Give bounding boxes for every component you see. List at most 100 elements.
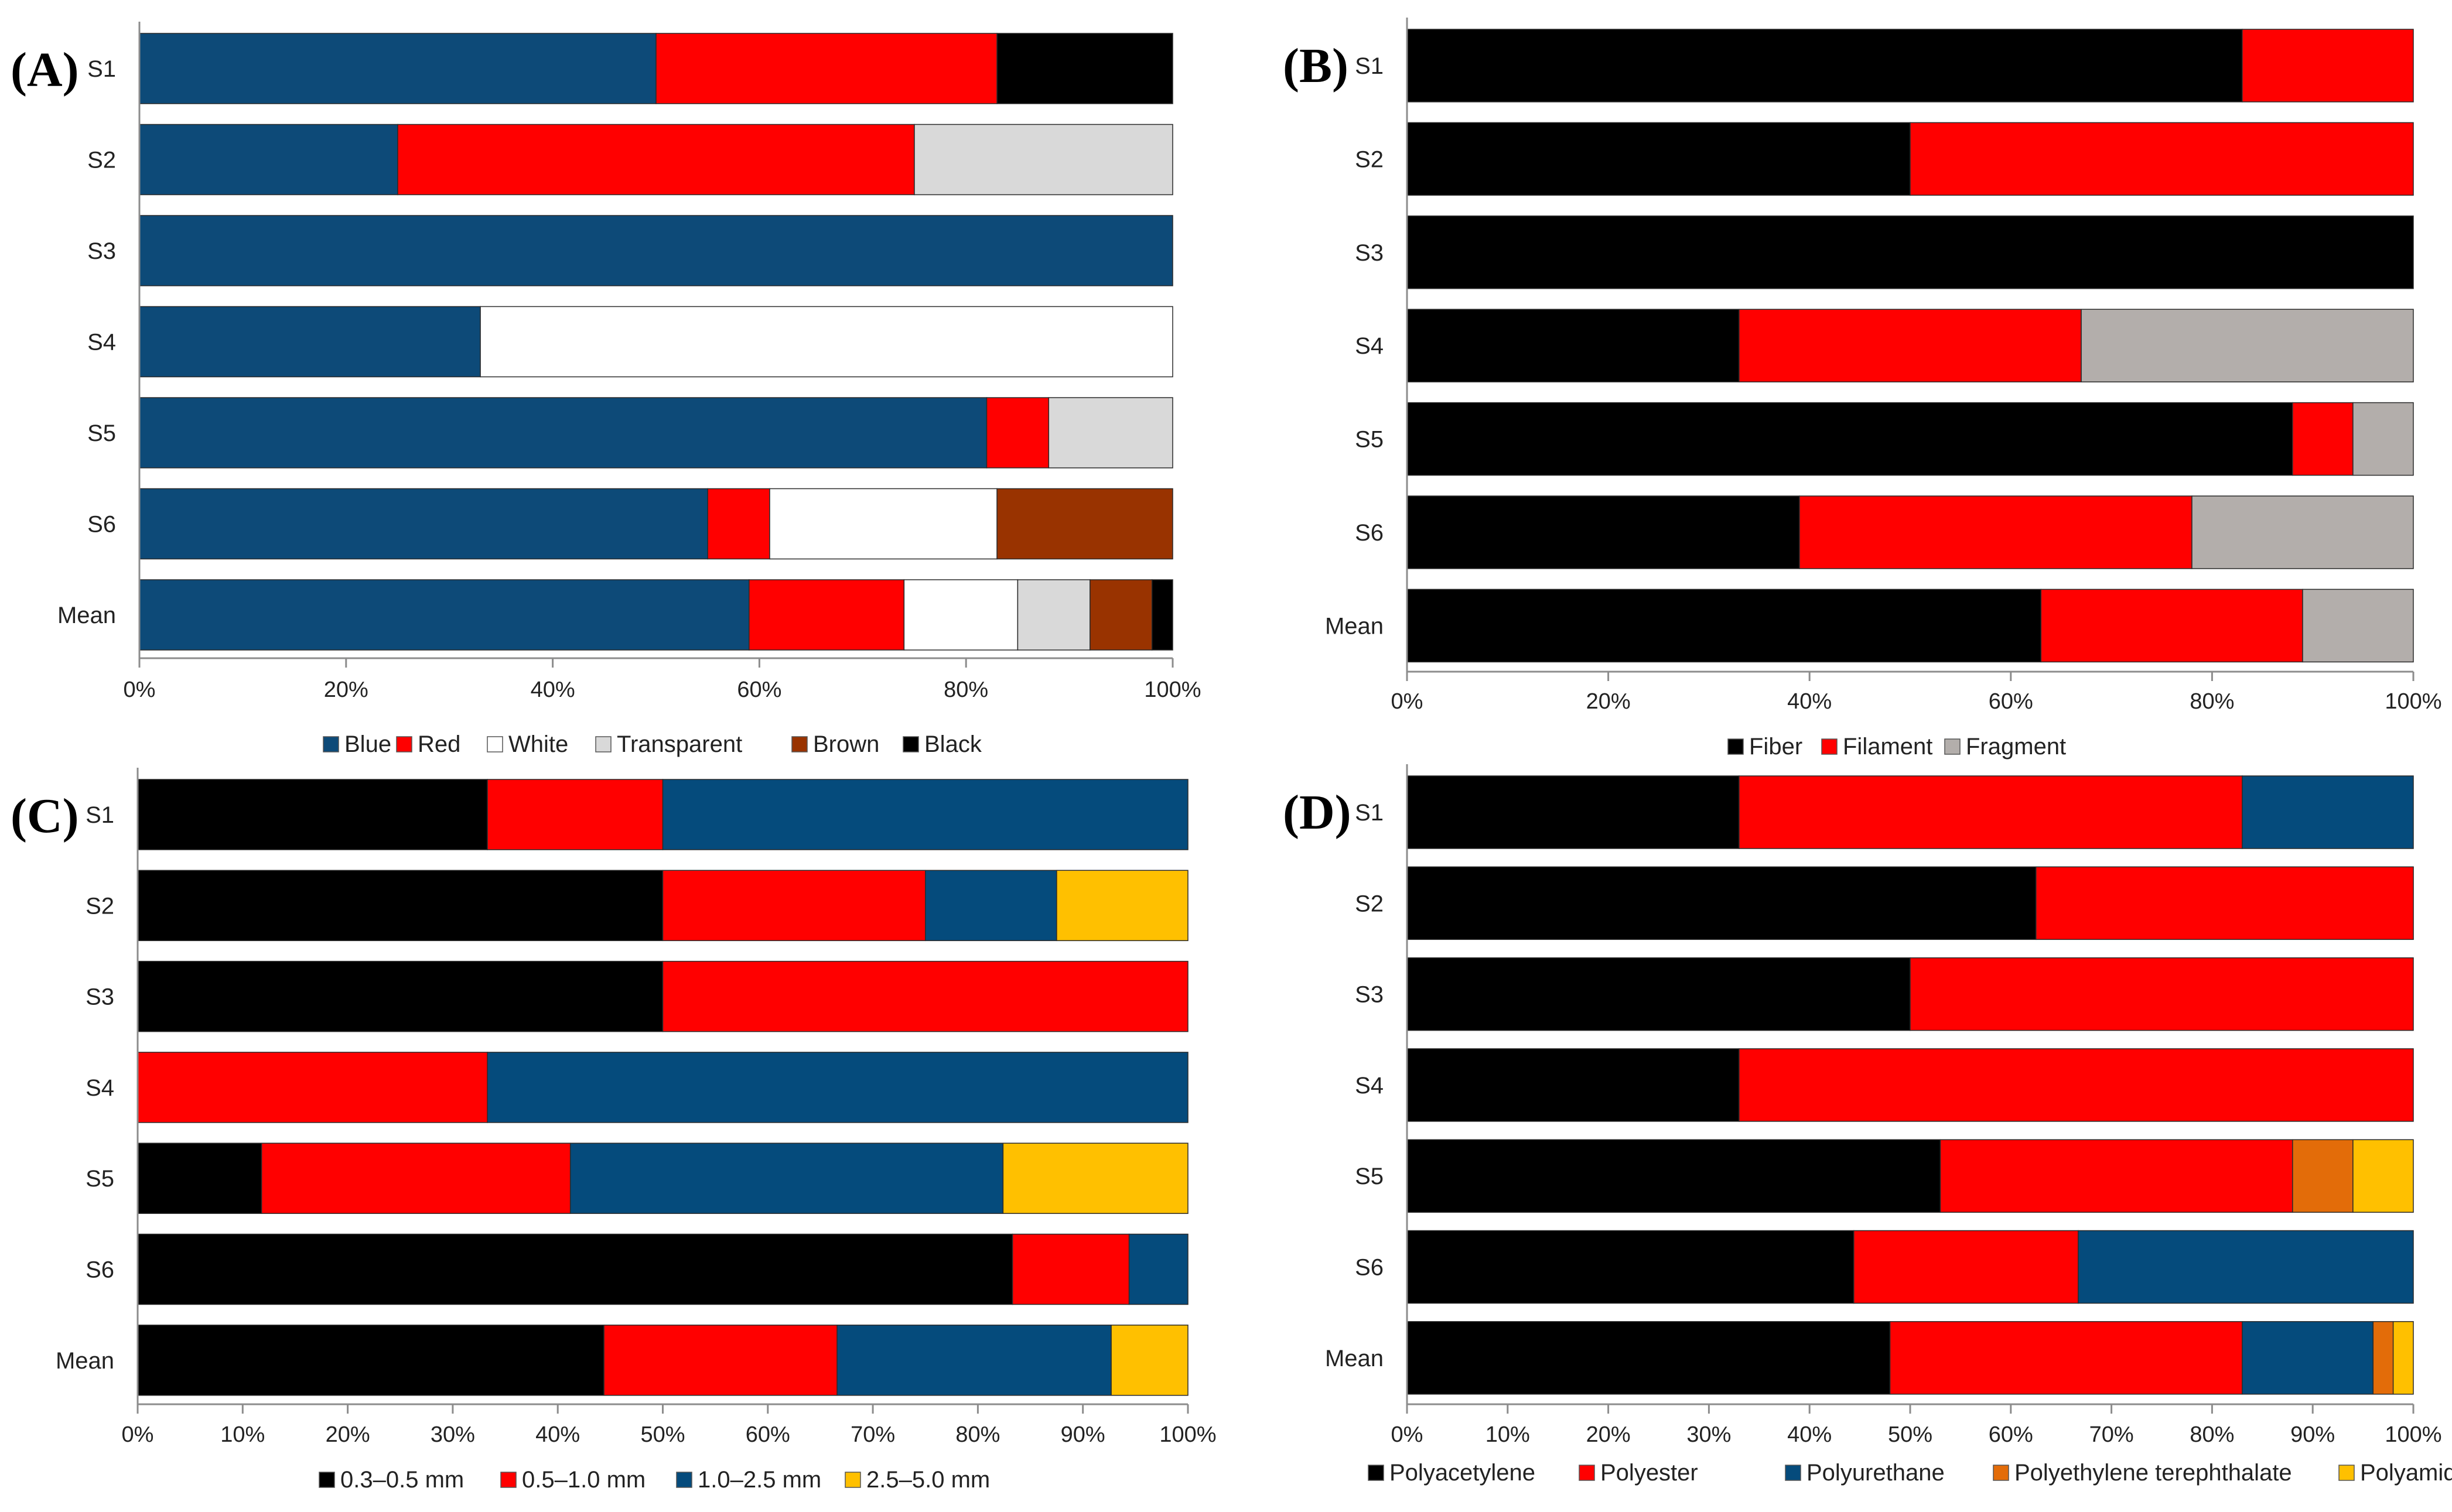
bar-segment-0-3-0-5-mm-mean (137, 1325, 605, 1396)
bar-segment-blue-s3 (139, 215, 1173, 286)
bar-segment-polyacetylene-mean (1406, 1321, 1891, 1395)
legend-swatch (2338, 1465, 2355, 1481)
bar-segment-1-0-2-5-mm-s4 (487, 1052, 1189, 1123)
bar-segment-polyacetylene-s5 (1406, 1139, 1941, 1213)
category-label: S2 (1355, 146, 1384, 172)
legend-label: Transparent (617, 731, 742, 757)
bar-segment-black-s1 (996, 33, 1173, 104)
bar-segment-transparent-s2 (914, 124, 1173, 196)
legend-label: 1.0–2.5 mm (698, 1467, 821, 1493)
bar-segment-blue-mean (139, 579, 750, 651)
x-tick-label: 40% (535, 1422, 580, 1447)
legend-swatch (319, 1472, 335, 1488)
category-label: S5 (87, 420, 116, 446)
bar-segment-transparent-mean (1017, 579, 1091, 651)
bar-segment-0-5-1-0-mm-s5 (261, 1142, 571, 1214)
bar-segment-fragment-mean (2302, 589, 2414, 663)
x-tick-label: 80% (955, 1422, 1000, 1447)
legend-swatch (1944, 738, 1961, 755)
bar-segment-polyester-mean (1889, 1321, 2243, 1395)
x-tick-label: 40% (1787, 689, 1832, 714)
x-tick-label: 80% (2190, 689, 2234, 714)
category-label: S2 (1355, 891, 1384, 916)
bar-segment-red-s5 (986, 397, 1050, 468)
x-tick-label: 60% (746, 1422, 790, 1447)
bar-segment-brown-mean (1090, 579, 1153, 651)
x-tick-label: 0% (122, 1422, 154, 1447)
legend-swatch (487, 736, 503, 752)
legend-label: Polyester (1600, 1460, 1698, 1486)
panel-b: S1 S2 S3 S4 S5 S6 Mean 0% 20% 40% 60% 80% 100% (B) Fib… (1283, 18, 2442, 760)
bar-segment-polyacetylene-s1 (1406, 775, 1740, 849)
x-tick-label: 0% (1391, 689, 1423, 714)
bar-segment-1-0-2-5-mm-s5 (569, 1142, 1004, 1214)
legend-label: Fiber (1749, 734, 1802, 760)
bar-segment-polyethylene-terephthalate-mean (2372, 1321, 2394, 1395)
category-label: S1 (86, 802, 114, 828)
bar-segment-polyurethane-s1 (2242, 775, 2414, 849)
category-label: S6 (87, 512, 116, 538)
x-tick-label: 20% (1586, 689, 1631, 714)
legend-swatch (1727, 738, 1744, 755)
bar-segment-polyacetylene-s2 (1406, 866, 2037, 940)
bar-segment-blue-s4 (139, 306, 481, 378)
x-tick-label: 40% (531, 678, 575, 702)
bar-segment-filament-s5 (2292, 402, 2354, 476)
x-tick-label: 0% (124, 678, 156, 702)
category-label: S3 (87, 238, 116, 264)
bar-segment-0-5-1-0-mm-mean (603, 1325, 838, 1396)
bar-segment-0-3-0-5-mm-s5 (137, 1142, 262, 1214)
x-tick-label: 100% (2385, 1422, 2441, 1447)
bar-segment-polyacetylene-s3 (1406, 957, 1911, 1031)
category-label: S1 (87, 56, 116, 82)
legend-swatch (676, 1472, 692, 1488)
bar-segment-fiber-s4 (1406, 309, 1740, 382)
panel-a: S1 S2 S3 S4 S5 S6 Mean 0% 20% 40% 60% 80% 100% (A) Blu… (11, 22, 1201, 757)
bar-segment-fragment-s5 (2352, 402, 2414, 476)
bar-segment-polyester-s2 (2036, 866, 2414, 940)
legend-swatch (1821, 738, 1838, 755)
bar-segment-red-s6 (707, 488, 770, 560)
x-tick-label: 50% (1888, 1422, 1932, 1447)
category-label: S3 (1355, 982, 1384, 1008)
bar-segment-0-5-1-0-mm-s4 (137, 1052, 488, 1123)
x-tick-label: 10% (220, 1422, 265, 1447)
legend-label: White (508, 731, 568, 757)
category-label: Mean (1325, 1346, 1384, 1371)
x-tick-label: 60% (1989, 689, 2033, 714)
bar-segment-0-5-1-0-mm-s1 (487, 779, 664, 850)
panel-label: (C) (11, 789, 79, 843)
bar-segment-transparent-s5 (1048, 397, 1173, 468)
category-label: S5 (1355, 1164, 1384, 1189)
bar-segment-filament-s6 (1799, 495, 2193, 569)
legend-label: Fragment (1966, 734, 2066, 760)
x-tick-label: 80% (944, 678, 988, 702)
category-label: S3 (86, 984, 114, 1010)
legend-swatch (1368, 1465, 1384, 1481)
bar-segment-black-mean (1151, 579, 1173, 651)
bar-segment-filament-s2 (1910, 122, 2414, 196)
legend-swatch (595, 736, 612, 752)
category-label: S3 (1355, 240, 1384, 266)
x-tick-label: 20% (324, 678, 368, 702)
bar-segment-filament-mean (2040, 589, 2303, 663)
legend-swatch (323, 736, 339, 752)
legend-swatch (791, 736, 808, 752)
bar-segment-polyester-s1 (1739, 775, 2243, 849)
legend-label: Black (924, 731, 982, 757)
panel-label: (D) (1283, 785, 1351, 840)
category-label: S2 (87, 148, 116, 173)
bar-segment-polyurethane-mean (2242, 1321, 2374, 1395)
x-tick-label: 20% (326, 1422, 370, 1447)
bar-segment-polyester-s6 (1853, 1230, 2079, 1304)
x-tick-label: 30% (431, 1422, 475, 1447)
category-label: S6 (1355, 1255, 1384, 1281)
x-tick-label: 20% (1586, 1422, 1631, 1447)
category-label: S1 (1355, 800, 1384, 826)
bar-segment-filament-s1 (2242, 29, 2414, 102)
bar-segment-white-s6 (769, 488, 998, 560)
bar-segment-polyacetylene-s6 (1406, 1230, 1855, 1304)
x-tick-label: 100% (2385, 689, 2441, 714)
x-tick-label: 90% (1061, 1422, 1105, 1447)
x-tick-label: 70% (2089, 1422, 2134, 1447)
